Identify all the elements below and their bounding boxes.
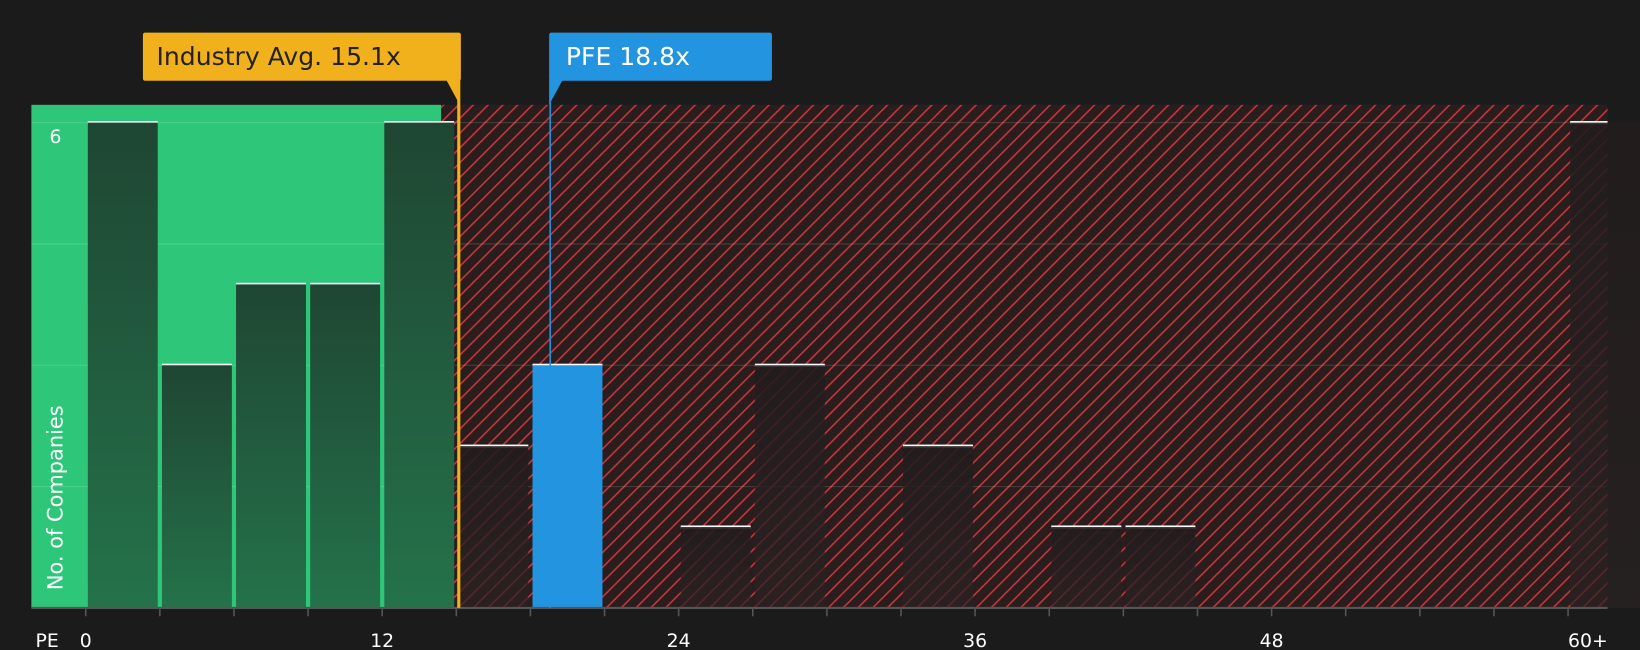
bar <box>680 527 751 608</box>
bar <box>161 365 232 608</box>
bar <box>310 284 381 608</box>
above-region <box>440 104 1608 608</box>
y-tick-label: 6 <box>49 127 61 148</box>
bar <box>87 122 158 608</box>
bar <box>1570 122 1640 608</box>
bar <box>1051 527 1122 608</box>
bar <box>384 122 455 608</box>
x-tick-label: 24 <box>667 631 691 650</box>
bar <box>532 365 603 608</box>
y-axis-label: No. of Companies <box>43 405 67 590</box>
x-axis-label: PE <box>36 631 59 650</box>
bar <box>458 446 529 608</box>
x-tick-label: 36 <box>963 631 987 650</box>
annotation-label: Industry Avg. 15.1x <box>157 42 401 71</box>
bar <box>236 284 306 608</box>
annotation-box <box>549 32 772 81</box>
annotation-box <box>142 32 461 81</box>
bar <box>903 446 974 608</box>
annotation-pointer <box>549 79 563 105</box>
x-tick-label: 48 <box>1260 631 1284 650</box>
x-tick-label: 12 <box>370 631 394 650</box>
bar <box>1125 527 1196 608</box>
x-tick-label: 60+ <box>1568 631 1608 650</box>
annotation-pointer <box>446 79 460 105</box>
x-tick-label: 0 <box>80 631 92 650</box>
bar <box>754 365 825 608</box>
annotation-label: PFE 18.8x <box>566 42 690 71</box>
